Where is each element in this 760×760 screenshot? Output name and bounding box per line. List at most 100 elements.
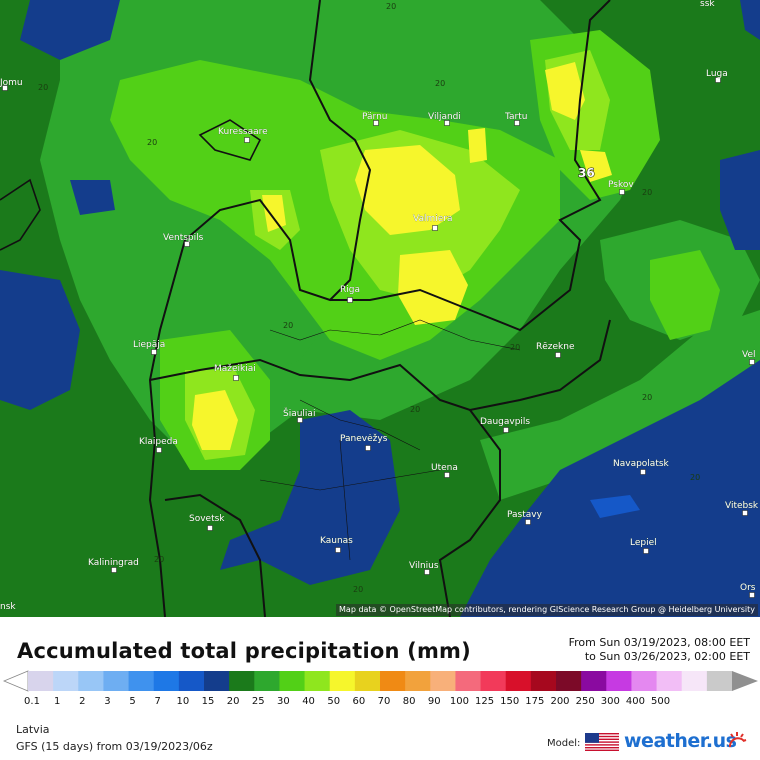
scale-bin: [556, 671, 582, 691]
city-marker-icon: [156, 447, 162, 453]
city-marker-icon: [503, 427, 509, 433]
scale-tick-label: 0.1: [24, 696, 40, 707]
city-label: ssk: [700, 0, 715, 9]
precip-zone-15d: [220, 410, 400, 585]
contour-label: 20: [410, 405, 420, 414]
city-marker-icon: [444, 472, 450, 478]
scale-bin: [254, 671, 280, 691]
scale-tick-label: 80: [402, 696, 416, 707]
city-marker-icon: [424, 569, 430, 575]
scale-tick-label: 30: [277, 696, 290, 707]
city-label: Luga: [706, 69, 728, 79]
scale-tick-label: 500: [651, 696, 671, 707]
precip-zone-15e: [460, 360, 760, 617]
kaliningrad-border: [164, 493, 266, 617]
city-marker-icon: [365, 445, 371, 451]
city-marker-icon: [643, 548, 649, 554]
city-label: Ors: [740, 583, 756, 593]
city-marker-icon: [2, 85, 8, 91]
scale-bin: [103, 671, 130, 691]
latvia-lithuania-border: [149, 319, 611, 412]
city-label: Vitebsk: [725, 501, 759, 511]
scale-bin: [128, 671, 155, 691]
scale-tick-label: 60: [352, 696, 366, 707]
contour-label: 20: [510, 343, 520, 352]
city-label: Šiauliai: [283, 407, 315, 419]
city-label: Navapolatsk: [613, 459, 670, 469]
city-marker-icon: [335, 547, 341, 553]
precip-zone-25c: [480, 310, 760, 500]
city-label: Kuressaare: [218, 127, 268, 137]
precip-zone-10: [590, 495, 640, 518]
map-canvas: 20 20 20 20 20 20 20 20 20 20 20 20 36 P…: [0, 0, 760, 617]
city-marker-icon: [742, 510, 748, 516]
scale-bin: [78, 671, 104, 691]
city-marker-icon: [432, 225, 438, 231]
city-marker-icon: [244, 137, 250, 143]
precip-zone-15c: [70, 180, 115, 215]
max-value-label: 36: [578, 166, 595, 180]
precip-zone-50d: [192, 390, 238, 450]
scale-bin: [354, 671, 381, 691]
precip-zone-15b: [0, 270, 80, 410]
city-marker-icon: [373, 120, 379, 126]
scale-bin: [178, 671, 205, 691]
precip-zone-50e: [262, 195, 286, 232]
city-label: Tartu: [504, 112, 527, 122]
sun-rays-icon: [728, 732, 747, 748]
scale-bin: [606, 671, 632, 691]
precip-zone-50f: [468, 128, 487, 163]
scale-bin: [581, 671, 607, 691]
precip-zone-15a: [20, 0, 120, 60]
city-label: Valmiera: [413, 214, 453, 224]
scale-tick-label: 20: [226, 696, 240, 707]
contour-label: 20: [642, 393, 652, 402]
scale-bin: [53, 671, 79, 691]
city-label: Mažeikiai: [214, 364, 256, 374]
latvia-estonia-russia-border: [330, 0, 611, 332]
scale-bin: [656, 671, 683, 691]
precip-zone-50g: [580, 150, 612, 182]
city-marker-icon: [151, 349, 157, 355]
contour-label: 20: [690, 473, 700, 482]
precip-zone-50b: [398, 250, 468, 325]
city-label: Rēzekne: [536, 342, 575, 352]
city-label: Jomu: [0, 78, 23, 88]
precip-zone-15g: [740, 0, 760, 40]
city-marker-icon: [749, 359, 755, 365]
scale-tick-label: 7: [154, 696, 161, 707]
color-scale-labels: 0.1 1 2 3 5 7 10 15 20 25 30 40 50 60 70 80 90 100 125 150 1…: [0, 696, 760, 710]
scale-tick-label: 25: [251, 696, 265, 707]
scale-bin: [455, 671, 482, 691]
scale-tick-label: 100: [449, 696, 469, 707]
city-marker-icon: [297, 417, 303, 423]
color-scale-bar: [2, 670, 758, 692]
city-marker-icon: [111, 567, 117, 573]
city-marker-icon: [347, 297, 353, 303]
city-marker-icon: [233, 375, 239, 381]
precipitation-map[interactable]: 20 20 20 20 20 20 20 20 20 20 20 20 36 P…: [0, 0, 760, 617]
city-label: Kaunas: [320, 536, 353, 546]
brand-logo-text[interactable]: weather.us: [624, 730, 737, 752]
scale-tick-label: 3: [104, 696, 111, 707]
us-flag-icon: [585, 733, 619, 751]
city-marker-icon: [514, 120, 520, 126]
period-from: From Sun 03/19/2023, 08:00 EET: [568, 636, 750, 649]
model-run-info: GFS (15 days) from 03/19/2023/06z: [16, 740, 213, 753]
city-label: Klaipeda: [139, 437, 178, 447]
scale-tick-label: 15: [201, 696, 215, 707]
scale-tick-label: 50: [327, 696, 341, 707]
contour-label: 20: [386, 2, 396, 11]
legend-title: Accumulated total precipitation (mm): [17, 639, 471, 663]
scale-bin: [204, 671, 230, 691]
scale-bin: [380, 671, 406, 691]
model-label: Model:: [547, 738, 581, 749]
contour-label: 20: [642, 188, 652, 197]
city-marker-icon: [444, 120, 450, 126]
map-attribution[interactable]: Map data © OpenStreetMap contributors, r…: [336, 604, 758, 616]
precip-zone-30d: [650, 250, 720, 340]
precip-zone-50c: [545, 62, 585, 120]
scale-tick-label: 150: [500, 696, 520, 707]
scale-tick-label: 90: [427, 696, 441, 707]
scale-bin: [405, 671, 431, 691]
